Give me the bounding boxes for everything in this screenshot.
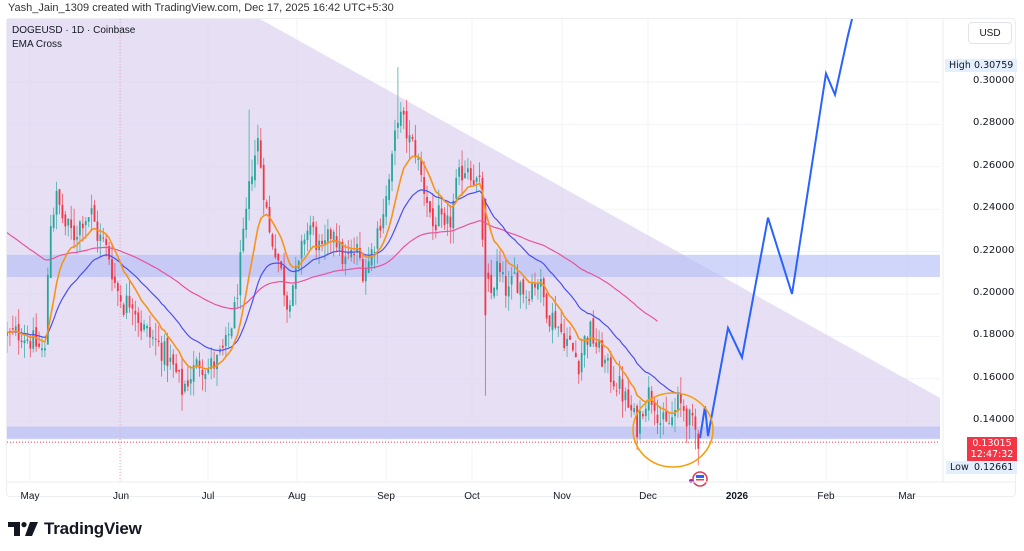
currency-button[interactable]: USD bbox=[968, 22, 1012, 44]
tradingview-wordmark: TradingView bbox=[44, 519, 142, 538]
economic-event-icon[interactable] bbox=[689, 471, 708, 487]
time-label-sep: Sep bbox=[377, 491, 395, 502]
time-label-jun: Jun bbox=[112, 491, 130, 502]
tradingview-logo[interactable]: TradingView bbox=[8, 519, 142, 539]
time-label-oct: Oct bbox=[464, 491, 480, 502]
price-tick-label: 0.16000 bbox=[973, 371, 1015, 383]
bar-countdown: 12:47:32 bbox=[970, 449, 1014, 460]
indicator-label[interactable]: EMA Cross bbox=[12, 39, 63, 50]
chart-frame[interactable] bbox=[6, 18, 1016, 497]
last-price: 0.13015 bbox=[972, 438, 1012, 449]
chart-caption: Yash_Jain_1309 created with TradingView.… bbox=[8, 2, 394, 14]
tradingview-logo-icon bbox=[8, 522, 38, 536]
high-label: High bbox=[945, 59, 975, 72]
time-label-may: May bbox=[20, 491, 40, 502]
price-tick-label: 0.30000 bbox=[973, 75, 1015, 86]
low-value: 0.12661 bbox=[970, 461, 1018, 474]
low-label: Low bbox=[946, 461, 973, 474]
price-tick-label: 0.24000 bbox=[973, 202, 1015, 214]
last-price-tag: 0.13015 12:47:32 bbox=[967, 437, 1017, 461]
chart-legend: DOGEUSD · 1D · Coinbase EMA Cross bbox=[12, 24, 135, 52]
time-label-2026: 2026 bbox=[725, 491, 749, 502]
price-tick-label: 0.18000 bbox=[973, 329, 1015, 341]
price-tick-label: 0.28000 bbox=[973, 117, 1015, 129]
time-label-dec: Dec bbox=[639, 491, 657, 502]
symbol-label[interactable]: DOGEUSD · 1D · Coinbase bbox=[12, 25, 136, 36]
price-tick-label: 0.20000 bbox=[973, 287, 1015, 298]
time-label-aug: Aug bbox=[288, 491, 306, 502]
time-label-jul: Jul bbox=[201, 491, 215, 502]
high-value: 0.30759 bbox=[970, 59, 1018, 72]
time-label-mar: Mar bbox=[898, 491, 916, 502]
time-label-feb: Feb bbox=[817, 491, 835, 502]
price-tick-label: 0.22000 bbox=[973, 244, 1015, 256]
time-label-nov: Nov bbox=[553, 491, 571, 502]
price-tick-label: 0.26000 bbox=[973, 159, 1015, 171]
price-tick-label: 0.14000 bbox=[973, 414, 1015, 426]
